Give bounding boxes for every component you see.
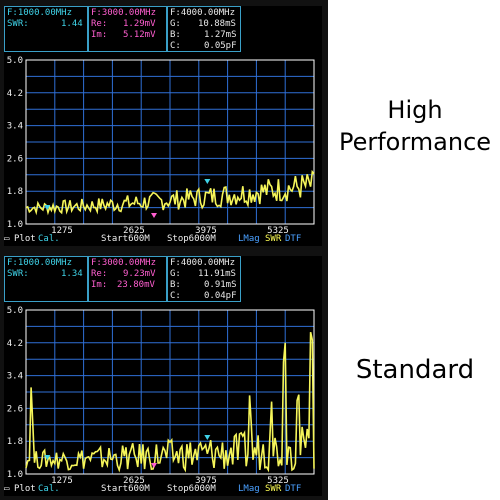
marker1-box[interactable]: F:1000.00MHz SWR: 1.44	[4, 6, 88, 52]
marker-1-triangle	[44, 455, 51, 460]
y-tick-label: 2.6	[7, 154, 23, 164]
im-value: 23.80mV	[117, 280, 155, 290]
cal-status[interactable]: Cal.	[38, 484, 60, 494]
swr-label: SWR:	[7, 19, 29, 29]
marker-1-triangle	[44, 205, 51, 210]
start-frequency[interactable]: Start600M	[101, 484, 150, 494]
b-value: 0.91mS	[204, 280, 237, 290]
swr-trace	[25, 169, 315, 216]
y-tick-label: 3.4	[7, 372, 23, 382]
marker3-frequency: F:4000.00MHz	[170, 258, 236, 268]
x-tick-label: 2625	[123, 476, 145, 484]
b-label: B:	[170, 30, 181, 40]
y-tick-label: 5.0	[7, 56, 23, 66]
lmag-format[interactable]: LMag	[238, 234, 260, 244]
marker1-frequency: F:1000.00MHz	[7, 258, 73, 268]
y-tick-label: 1.0	[7, 220, 23, 230]
dtf-format[interactable]: DTF	[285, 484, 302, 494]
re-value: 9.23mV	[123, 269, 156, 279]
b-value: 1.27mS	[204, 30, 237, 40]
plot-frame	[25, 59, 315, 225]
marker3-frequency: F:4000.00MHz	[170, 8, 236, 18]
y-tick-label: 2.6	[7, 404, 23, 414]
im-label: Im:	[91, 280, 108, 290]
plot-frame	[25, 309, 315, 475]
start-frequency[interactable]: Start600M	[101, 234, 150, 244]
swr-value: 1.44	[61, 19, 83, 29]
analyzer-screen: F:1000.00MHz SWR: 1.44 F:3000.00MHz Re: …	[4, 6, 322, 246]
x-tick-label: 5325	[267, 476, 289, 484]
marker-3-triangle	[204, 179, 211, 184]
y-tick-label: 1.8	[7, 187, 23, 197]
plot-menu-icon[interactable]: ▭	[4, 234, 10, 244]
analyzer-device-top: F:1000.00MHz SWR: 1.44 F:3000.00MHz Re: …	[0, 0, 328, 250]
label-standard: Standard	[355, 355, 475, 385]
x-tick-label: 2625	[123, 226, 145, 234]
swr-trace	[25, 332, 315, 473]
c-value: 0.04pF	[204, 291, 237, 301]
plot-grid	[25, 309, 315, 475]
x-tick-label: 3975	[195, 226, 217, 234]
swr-plot[interactable]: 5.0 4.2 3.4 2.6 1.8 1.0 1275 2625 3975 5…	[4, 54, 322, 234]
status-bar: ▭ Plot Cal. Start600M Stop6000M LMag SWR…	[4, 232, 322, 246]
analyzer-screen: F:1000.00MHz SWR: 1.34 F:3000.00MHz Re: …	[4, 256, 322, 496]
c-label: C:	[170, 41, 181, 51]
y-tick-label: 1.0	[7, 470, 23, 480]
plot-grid	[25, 59, 315, 225]
plot-button[interactable]: Plot	[14, 234, 36, 244]
x-tick-label: 1275	[51, 226, 73, 234]
x-tick-label: 3975	[195, 476, 217, 484]
g-label: G:	[170, 269, 181, 279]
x-tick-label: 5325	[267, 226, 289, 234]
b-label: B:	[170, 280, 181, 290]
marker2-frequency: F:3000.00MHz	[91, 8, 157, 18]
re-label: Re:	[91, 269, 108, 279]
y-tick-label: 5.0	[7, 306, 23, 316]
plot-menu-icon[interactable]: ▭	[4, 484, 10, 494]
plot-button[interactable]: Plot	[14, 484, 36, 494]
y-tick-label: 4.2	[7, 339, 23, 349]
analyzer-device-bottom: F:1000.00MHz SWR: 1.34 F:3000.00MHz Re: …	[0, 250, 328, 500]
y-tick-label: 3.4	[7, 122, 23, 132]
lmag-format[interactable]: LMag	[238, 484, 260, 494]
swr-format[interactable]: SWR	[265, 234, 282, 244]
label-high-performance: High Performance	[338, 96, 492, 156]
im-label: Im:	[91, 30, 108, 40]
c-value: 0.05pF	[204, 41, 237, 51]
dtf-format[interactable]: DTF	[285, 234, 302, 244]
stop-frequency[interactable]: Stop6000M	[167, 484, 216, 494]
c-label: C:	[170, 291, 181, 301]
marker1-box[interactable]: F:1000.00MHz SWR: 1.34	[4, 256, 88, 302]
swr-plot[interactable]: 5.0 4.2 3.4 2.6 1.8 1.0 1275 2625 3975 5…	[4, 304, 322, 484]
swr-format[interactable]: SWR	[265, 484, 282, 494]
stop-frequency[interactable]: Stop6000M	[167, 234, 216, 244]
marker2-box[interactable]: F:3000.00MHz Re: 9.23mV Im: 23.80mV	[88, 256, 167, 302]
cal-status[interactable]: Cal.	[38, 234, 60, 244]
marker-2-triangle	[151, 463, 157, 468]
status-bar: ▭ Plot Cal. Start600M Stop6000M LMag SWR…	[4, 482, 322, 496]
g-value: 10.88mS	[198, 19, 236, 29]
g-label: G:	[170, 19, 181, 29]
marker3-box[interactable]: F:4000.00MHz G: 10.88mS B: 1.27mS C: 0.0…	[167, 6, 241, 52]
marker3-box[interactable]: F:4000.00MHz G: 11.91mS B: 0.91mS C: 0.0…	[167, 256, 241, 302]
y-tick-label: 4.2	[7, 89, 23, 99]
swr-label: SWR:	[7, 269, 29, 279]
marker2-frequency: F:3000.00MHz	[91, 258, 157, 268]
marker-2-triangle	[151, 213, 157, 218]
marker-readout: F:1000.00MHz SWR: 1.34 F:3000.00MHz Re: …	[4, 256, 322, 304]
marker-3-triangle	[204, 435, 211, 440]
y-tick-label: 1.8	[7, 437, 23, 447]
re-label: Re:	[91, 19, 108, 29]
re-value: 1.29mV	[123, 19, 156, 29]
marker2-box[interactable]: F:3000.00MHz Re: 1.29mV Im: 5.12mV	[88, 6, 167, 52]
marker1-frequency: F:1000.00MHz	[7, 8, 73, 18]
g-value: 11.91mS	[198, 269, 236, 279]
swr-value: 1.34	[61, 269, 83, 279]
x-tick-label: 1275	[51, 476, 73, 484]
marker-readout: F:1000.00MHz SWR: 1.44 F:3000.00MHz Re: …	[4, 6, 322, 54]
im-value: 5.12mV	[123, 30, 156, 40]
